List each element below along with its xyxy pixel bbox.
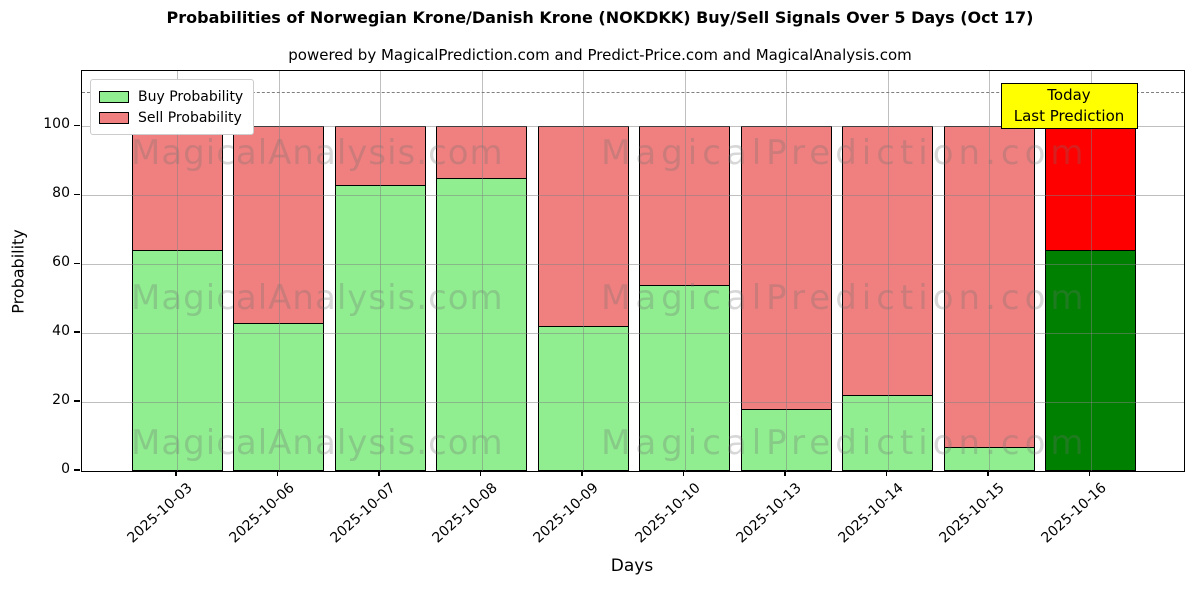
gridline-v (989, 71, 990, 471)
gridline-v (684, 71, 686, 471)
y-axis-title: Probability (8, 229, 28, 314)
watermark-text: MagicalAnalysis.com (131, 423, 504, 463)
bar-buy-segment (436, 177, 527, 471)
today-annotation: Today Last Prediction (1000, 83, 1138, 129)
watermark-text: MagicalPrediction.com (601, 133, 1089, 173)
bar-sell-segment (740, 126, 832, 410)
x-tick-label: 2025-10-03 (124, 480, 196, 547)
x-tick-label: 2025-10-06 (226, 480, 298, 547)
x-tick (987, 470, 989, 476)
gridline-v (583, 71, 584, 471)
x-tick-label: 2025-10-09 (530, 480, 602, 547)
y-tick (74, 400, 80, 402)
y-tick-label: 100 (43, 116, 70, 133)
bar-buy-segment (334, 184, 426, 471)
bar-sell-segment (639, 126, 730, 286)
bar-buy-segment (639, 284, 730, 471)
y-tick (74, 193, 80, 195)
x-tick (175, 470, 177, 476)
x-tick-label: 2025-10-07 (327, 480, 399, 547)
today-annotation-line1: Today (1047, 86, 1091, 104)
buy-swatch-icon (99, 90, 129, 103)
legend-item-buy: Buy Probability (99, 86, 243, 107)
y-tick (74, 331, 80, 333)
bar-buy-segment (131, 250, 223, 471)
x-tick (784, 470, 786, 476)
x-tick (276, 470, 279, 476)
y-tick (74, 469, 80, 471)
legend-label-sell: Sell Probability (138, 109, 242, 126)
x-tick (1088, 470, 1091, 476)
sell-swatch-icon (99, 111, 129, 124)
gridline-v (481, 71, 483, 471)
bar-sell-segment (131, 126, 223, 252)
gridline-h (82, 333, 1184, 335)
x-tick-label: 2025-10-16 (1038, 480, 1110, 547)
gridline-v (786, 71, 787, 471)
plot-area: MagicalAnalysis.com MagicalPrediction.com… (81, 70, 1185, 472)
x-tick-label: 2025-10-15 (936, 480, 1008, 547)
x-tick-label: 2025-10-08 (429, 480, 501, 547)
chart-subtitle: powered by MagicalPrediction.com and Pre… (288, 46, 912, 64)
bar-sell-segment (233, 126, 324, 324)
gridline-v (278, 71, 280, 471)
gridline-v (380, 71, 381, 471)
x-axis-title: Days (610, 556, 654, 576)
x-tick (885, 470, 888, 476)
y-tick-label: 20 (52, 392, 70, 409)
gridline-v (1090, 71, 1092, 471)
gridline-v (887, 71, 889, 471)
gridline-h (82, 264, 1184, 266)
bar-sell-segment (334, 126, 426, 186)
y-tick-label: 40 (52, 323, 70, 340)
watermark-text: MagicalPrediction.com (601, 423, 1089, 463)
y-tick-label: 60 (52, 254, 70, 271)
gridline-h (82, 402, 1184, 404)
bar-buy-segment (943, 446, 1035, 471)
watermark-text: MagicalAnalysis.com (131, 133, 504, 173)
x-tick (479, 470, 482, 476)
watermark-text: MagicalPrediction.com (601, 278, 1089, 318)
today-annotation-line2: Last Prediction (1013, 107, 1125, 125)
threshold-dashed-line (82, 91, 1184, 93)
bar-buy-segment (842, 395, 933, 471)
legend: Buy Probability Sell Probability (90, 79, 255, 135)
bar-sell-segment (436, 126, 527, 179)
x-tick (581, 470, 583, 476)
page-title: Probabilities of Norwegian Krone/Danish … (166, 8, 1034, 27)
y-tick-label: 0 (61, 461, 70, 477)
x-tick (682, 470, 685, 476)
watermark-text: MagicalAnalysis.com (131, 278, 504, 318)
bar-buy-segment (537, 326, 629, 471)
y-tick (74, 124, 80, 126)
bar-sell-segment (1045, 126, 1136, 252)
x-tick-label: 2025-10-14 (835, 480, 907, 547)
y-tick-label: 80 (52, 185, 70, 202)
bar-sell-segment (537, 126, 629, 328)
gridline-h (82, 195, 1184, 197)
legend-item-sell: Sell Probability (99, 107, 243, 128)
x-tick-label: 2025-10-13 (733, 480, 805, 547)
x-tick (378, 470, 380, 476)
legend-label-buy: Buy Probability (138, 88, 244, 105)
bar-sell-segment (842, 126, 933, 397)
y-tick (74, 262, 80, 264)
bar-buy-segment (233, 322, 324, 471)
x-tick-label: 2025-10-10 (632, 480, 704, 547)
bar-sell-segment (943, 126, 1035, 448)
bar-buy-segment (740, 408, 832, 471)
bar-buy-segment (1045, 250, 1136, 471)
